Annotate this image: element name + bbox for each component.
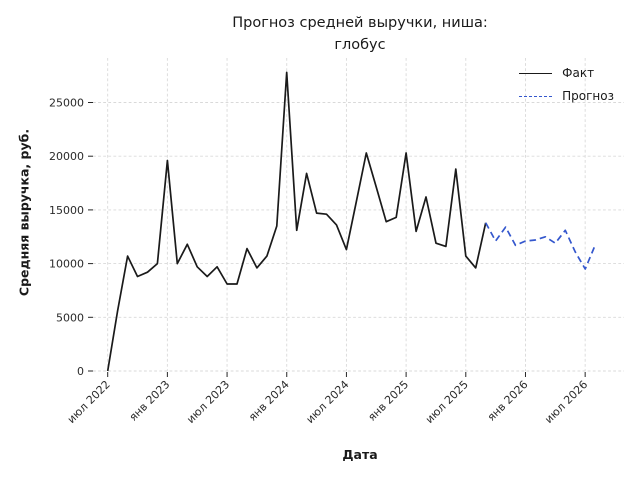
legend-item-fact: Факт [519,66,614,80]
y-tick-label: 25000 [49,97,84,110]
legend-label-forecast: Прогноз [562,89,614,103]
y-tick-label: 5000 [56,311,84,324]
x-tick-label: июл 2026 [542,378,590,426]
series-line-fact [106,71,487,372]
chart-title-line2: глобус [334,36,386,53]
x-tick-label: янв 2025 [365,378,411,424]
y-tick-label: 15000 [49,204,84,217]
chart-title-line1: Прогноз средней выручки, ниша: [232,15,488,31]
series-line-forecast [484,222,596,270]
legend: Факт Прогноз [519,66,614,103]
legend-label-fact: Факт [562,66,595,80]
y-axis-label: Средняя выручка, руб. [16,128,32,297]
x-tick-label: янв 2026 [485,378,531,424]
y-tick-label: 20000 [49,150,84,163]
forecast-line-swatch [519,95,553,97]
x-axis-label: Дата [342,447,378,462]
chart-title: Прогноз средней выручки, ниша: глобус [90,13,630,57]
x-tick-label: янв 2023 [127,378,173,424]
x-tick-label: июл 2025 [423,378,471,426]
y-tick-label: 10000 [49,258,84,271]
legend-item-forecast: Прогноз [519,89,614,103]
x-tick-label: июл 2022 [65,378,113,426]
fact-line-swatch [519,72,553,74]
x-tick-label: июл 2023 [184,378,232,426]
x-tick-label: янв 2024 [246,378,292,424]
x-tick-label: июл 2024 [304,378,352,426]
y-tick-label: 0 [77,365,84,378]
